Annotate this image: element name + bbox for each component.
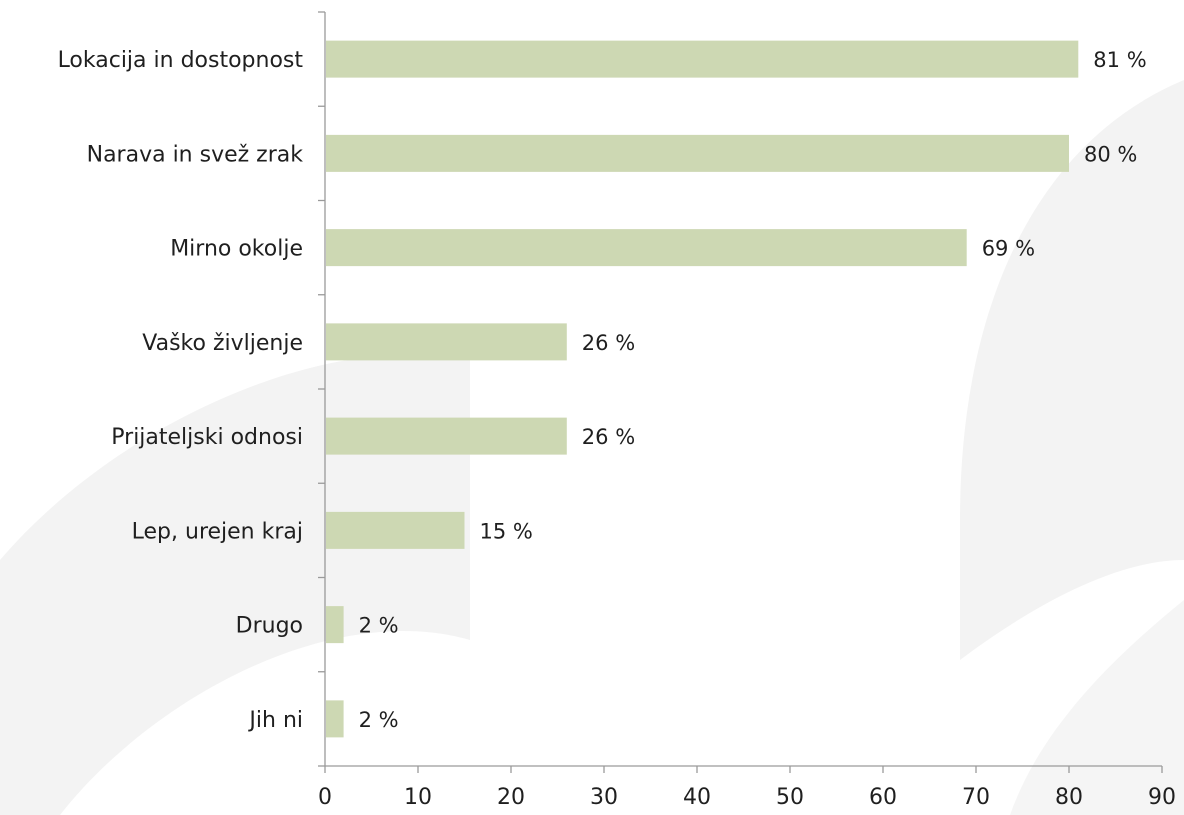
- bar: [326, 511, 465, 549]
- data-label: 2 %: [359, 614, 399, 638]
- x-tick-label: 30: [590, 785, 618, 810]
- data-label: 69 %: [982, 237, 1035, 261]
- data-label: 15 %: [480, 519, 533, 543]
- x-tick-label: 10: [404, 785, 432, 810]
- data-label: 81 %: [1093, 48, 1146, 72]
- x-tick-label: 50: [776, 785, 804, 810]
- x-tick-label: 0: [318, 785, 332, 810]
- labels-group: 0 10 20 30 40 50 60 70 80 90 Lokacija in dostopnos…: [58, 48, 1176, 810]
- bar: [326, 229, 967, 267]
- category-label: Vaško življenje: [142, 331, 303, 356]
- bar: [326, 323, 567, 361]
- x-tick-label: 20: [497, 785, 525, 810]
- bars-group: [326, 40, 1079, 738]
- bar: [326, 417, 567, 455]
- category-label: Narava in svež zrak: [87, 142, 304, 167]
- category-label: Mirno okolje: [170, 237, 303, 262]
- data-label: 26 %: [582, 425, 635, 449]
- category-label: Prijateljski odnosi: [111, 425, 303, 450]
- x-tick-label: 70: [962, 785, 990, 810]
- bar: [326, 40, 1079, 78]
- category-label: Lep, urejen kraj: [132, 519, 303, 544]
- bar: [326, 606, 344, 644]
- x-tick-label: 80: [1055, 785, 1083, 810]
- axes-group: [318, 11, 1163, 773]
- background-watermark: [0, 80, 1184, 815]
- category-label: Jih ni: [247, 708, 303, 733]
- category-label: Drugo: [236, 614, 303, 639]
- bar: [326, 700, 344, 738]
- watermark-shape-left: [0, 354, 470, 815]
- bar: [326, 134, 1069, 172]
- x-tick-label: 90: [1148, 785, 1176, 810]
- data-label: 2 %: [359, 708, 399, 732]
- watermark-shape-bottom-right: [1010, 600, 1184, 815]
- data-label: 80 %: [1084, 142, 1137, 166]
- x-tick-label: 60: [869, 785, 897, 810]
- data-label: 26 %: [582, 331, 635, 355]
- category-label: Lokacija in dostopnost: [58, 48, 304, 73]
- x-tick-label: 40: [683, 785, 711, 810]
- watermark-shape-right: [960, 80, 1184, 660]
